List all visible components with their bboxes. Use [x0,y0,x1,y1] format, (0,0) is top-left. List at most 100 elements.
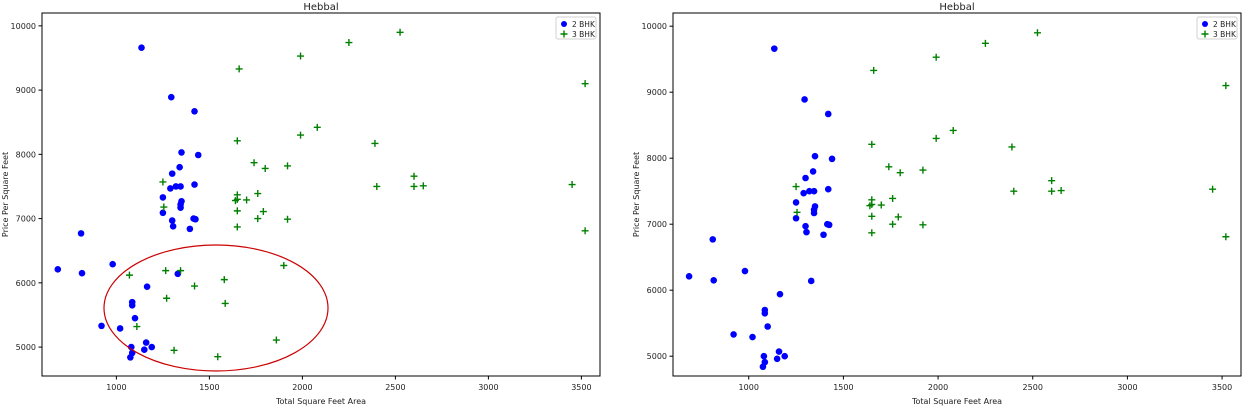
data-point-2bhk [828,155,836,163]
y-tick-label: 9000 [16,86,36,95]
x-tick-label: 2500 [1023,383,1043,392]
data-point-3bhk [949,126,957,134]
x-tick-label: 2000 [928,383,948,392]
data-point-3bhk [896,169,904,177]
data-point-2bhk [802,174,809,182]
data-point-3bhk [254,215,262,223]
data-point-2bhk [141,346,148,353]
data-point-3bhk [932,53,940,61]
series-2bhk [685,45,836,371]
data-point-2bhk [806,187,813,195]
data-point-3bhk [568,181,576,189]
y-tick-label: 8000 [16,150,36,159]
data-point-2bhk [824,185,832,193]
data-point-2bhk [709,236,717,243]
data-point-3bhk [866,202,874,210]
data-point-3bhk [272,336,280,344]
y-tick-label: 5000 [16,343,36,352]
data-point-3bhk [1222,233,1230,241]
data-point-2bhk [820,231,827,239]
data-point-2bhk [191,107,198,115]
data-point-3bhk [250,159,258,167]
data-point-2bhk [803,228,810,236]
chart-title: Hebbal [939,2,974,13]
data-point-3bhk [162,267,170,275]
legend-marker-2bhk [561,21,567,27]
data-point-3bhk [1010,187,1018,195]
x-tick-label: 1500 [833,383,853,392]
data-point-2bhk [142,339,150,346]
data-point-3bhk [125,271,133,279]
data-point-2bhk [761,310,769,317]
data-point-2bhk [176,163,183,171]
data-point-2bhk [177,204,184,211]
data-point-3bhk [233,223,241,231]
data-point-3bhk [410,172,418,180]
highlight-ellipse [103,244,329,372]
y-tick-label: 9000 [647,88,667,97]
data-point-3bhk [1048,187,1056,195]
data-point-2bhk [192,215,199,223]
data-point-3bhk [231,197,239,205]
data-point-2bhk [802,222,809,230]
data-point-2bhk [116,325,124,332]
x-tick-label: 3500 [1212,383,1232,392]
data-point-3bhk [581,80,589,88]
data-point-3bhk [284,162,292,170]
x-tick-label: 2500 [385,383,405,392]
data-point-3bhk [410,182,418,190]
data-point-3bhk [889,194,897,202]
data-point-3bhk [170,346,178,354]
data-point-2bhk [770,45,778,52]
data-point-3bhk [254,190,262,198]
y-tick-label: 5000 [647,352,667,361]
data-point-2bhk [764,323,771,330]
data-point-2bhk [109,260,116,268]
data-point-3bhk [581,227,589,235]
data-point-2bhk [168,217,176,224]
x-axis-label: Total Square Feet Area [911,397,1002,406]
chart-panel-1: Hebbal Total Square Feet Area Price Per Sq… [1,2,601,406]
data-point-2bhk [685,273,693,280]
series-2bhk [54,44,202,361]
data-point-2bhk [730,331,737,338]
x-tick-label: 1000 [739,383,759,392]
data-point-2bhk [776,290,784,298]
x-tick-label: 2000 [292,383,312,392]
data-point-3bhk [1048,177,1056,185]
data-point-3bhk [235,65,243,73]
y-tick-label: 6000 [16,279,36,288]
data-point-3bhk [243,196,251,204]
data-point-2bhk [78,269,86,277]
data-point-3bhk [793,208,801,216]
legend-label: 2 BHK [572,20,596,29]
data-point-2bhk [811,152,819,160]
data-point-3bhk [177,267,185,275]
data-point-2bhk [741,267,749,275]
data-point-2bhk [186,225,194,233]
x-axis-label: Total Square Feet Area [275,397,366,406]
data-point-2bhk [792,214,800,222]
data-point-2bhk [759,363,767,371]
data-point-3bhk [191,282,199,290]
data-point-3bhk [889,220,897,228]
data-point-2bhk [98,322,105,330]
data-point-2bhk [159,194,167,201]
data-point-3bhk [1222,82,1230,90]
data-point-2bhk [54,266,62,273]
data-point-3bhk [932,134,940,142]
data-point-3bhk [868,140,876,148]
data-point-3bhk [220,276,228,284]
data-point-2bhk [825,221,833,229]
data-point-2bhk [809,168,817,175]
legend-marker-3bhk [560,30,568,38]
data-point-2bhk [77,230,85,237]
series-3bhk [792,29,1230,241]
data-point-3bhk [1209,185,1217,193]
legend-label: 3 BHK [1213,30,1237,39]
data-point-2bhk [178,149,185,156]
data-point-2bhk [167,185,174,192]
data-point-3bhk [221,299,229,307]
data-point-2bhk [172,183,180,190]
